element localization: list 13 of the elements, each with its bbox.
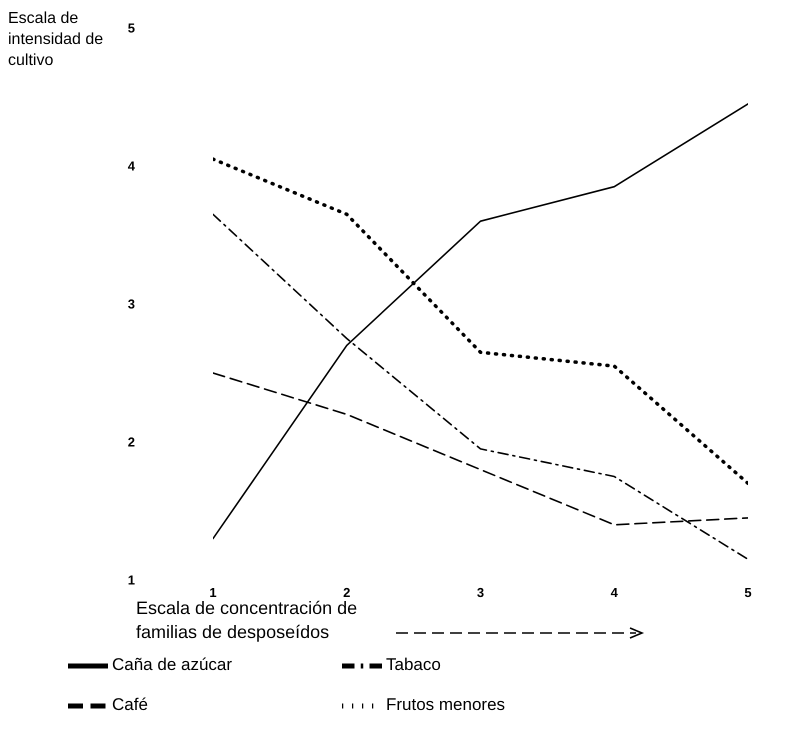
y-tick-label: 5	[128, 20, 135, 36]
x-tick-label: 3	[476, 585, 484, 600]
legend-label: Caña de azúcar	[112, 654, 234, 676]
y-tick-label: 3	[128, 296, 135, 312]
x-tick-label: 4	[610, 585, 619, 600]
y-tick-label: 4	[128, 158, 136, 174]
y-tick-label: 2	[128, 434, 135, 450]
x-tick-label: 5	[744, 585, 752, 600]
y-axis-title: Escala de intensidad de cultivo	[8, 9, 104, 71]
legend-label: Tabaco	[386, 654, 442, 676]
legend-label: Frutos menores	[386, 694, 506, 716]
legend-label: Café	[112, 694, 149, 716]
y-tick-label: 1	[128, 572, 135, 588]
